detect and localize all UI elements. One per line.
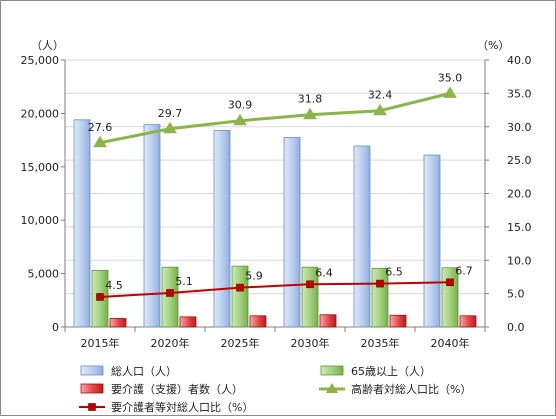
bar (161, 266, 179, 328)
x-tick-label: 2020年 (151, 336, 190, 350)
x-tick-label: 2030年 (291, 336, 330, 350)
bar (301, 266, 319, 328)
triangle-marker (163, 121, 177, 134)
legend-label: 65歳以上（人） (351, 365, 431, 378)
bar (179, 316, 197, 328)
legend-swatch (80, 365, 104, 376)
left-axis-unit: （人） (31, 39, 64, 52)
right-tick-label: 0.0 (507, 321, 525, 334)
data-label: 6.5 (385, 266, 403, 279)
data-label: 4.5 (105, 279, 123, 292)
right-axis: 0.0 5.0 10.0 15.0 20.0 25.0 30.0 35.0 40.0 (484, 54, 532, 334)
data-label: 30.9 (228, 99, 253, 112)
bar (143, 124, 161, 328)
x-tick-label: 2015年 (81, 336, 120, 350)
lines (93, 86, 457, 301)
bar (249, 315, 267, 328)
data-label: 35.0 (438, 71, 463, 84)
square-marker (376, 279, 384, 288)
left-axis: 0 5,000 10,000 15,000 20,000 25,000 (21, 54, 66, 334)
right-tick-label: 10.0 (507, 254, 532, 267)
legend-swatch (80, 383, 104, 394)
x-tick-label: 2025年 (221, 336, 260, 350)
left-tick-label: 5,000 (28, 268, 60, 281)
data-label: 29.7 (158, 107, 183, 120)
bar (353, 145, 371, 328)
bar (389, 314, 407, 328)
bar (73, 119, 91, 328)
bar (109, 318, 127, 328)
bar (213, 130, 231, 328)
x-axis: 2015年 2020年 2025年 2030年 2035年 2040年 (64, 327, 486, 350)
left-tick-label: 10,000 (21, 214, 60, 227)
bar (459, 315, 477, 328)
x-tick-label: 2040年 (431, 336, 470, 350)
legend-triangle-marker (326, 383, 338, 393)
triangle-marker (303, 107, 317, 120)
square-marker (236, 283, 244, 292)
bars (73, 119, 477, 328)
square-marker (166, 289, 174, 297)
series-line (99, 91, 451, 145)
left-tick-label: 15,000 (21, 161, 60, 174)
legend-label: 総人口（人） (111, 364, 177, 378)
square-marker (446, 278, 454, 287)
legend-square-marker (88, 403, 96, 411)
bar (319, 314, 337, 328)
left-tick-label: 20,000 (21, 107, 60, 120)
right-tick-label: 30.0 (507, 121, 532, 134)
data-label: 6.7 (455, 264, 473, 277)
series-line (99, 281, 451, 298)
right-tick-label: 25.0 (507, 154, 532, 167)
legend: 総人口（人） 65歳以上（人） 要介護（支援）者数（人） 高齢者対総人口比（%） 要介護… (79, 364, 471, 414)
triangle-marker (443, 86, 457, 98)
right-tick-label: 40.0 (507, 54, 532, 67)
right-tick-label: 35.0 (507, 87, 532, 100)
left-tick-label: 0 (52, 321, 59, 334)
legend-label: 高齢者対総人口比（%） (351, 382, 471, 396)
gridlines (65, 59, 485, 328)
right-tick-label: 5.0 (507, 288, 525, 301)
legend-label: 要介護（支援）者数（人） (111, 382, 243, 396)
triangle-marker (373, 103, 387, 116)
right-tick-label: 20.0 (507, 188, 532, 201)
bar (231, 265, 249, 328)
square-marker (96, 293, 104, 301)
square-marker (306, 280, 314, 289)
right-tick-label: 15.0 (507, 221, 532, 234)
triangle-marker (93, 135, 107, 148)
data-label: 5.1 (175, 275, 193, 288)
bar (283, 137, 301, 328)
legend-swatch (320, 365, 344, 376)
data-label: 5.9 (245, 270, 263, 283)
data-label: 6.4 (315, 266, 333, 279)
data-label: 31.8 (298, 93, 323, 106)
x-tick-label: 2035年 (361, 336, 400, 350)
data-label: 27.6 (88, 121, 113, 134)
data-labels: 27.6 29.7 30.9 31.8 32.4 35.0 4.5 5.1 5.9 6.4 6.5 6… (88, 71, 473, 292)
data-label: 32.4 (368, 89, 393, 102)
left-tick-label: 25,000 (21, 54, 60, 67)
right-axis-unit: （%） (477, 39, 509, 52)
triangle-marker (233, 113, 247, 126)
legend-label: 要介護者等対総人口比（%） (111, 400, 253, 414)
bar (423, 154, 441, 328)
